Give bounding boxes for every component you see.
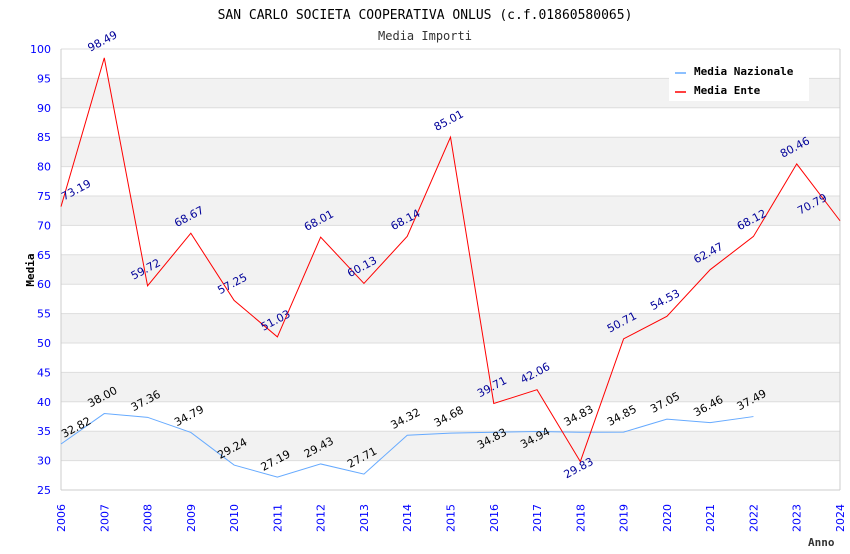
series-line-nazionale xyxy=(60,413,754,478)
legend: Media Nazionale Media Ente xyxy=(669,60,809,101)
y-tick-label: 65 xyxy=(37,249,51,262)
y-tick-label: 55 xyxy=(37,308,51,321)
x-tick-label: 2015 xyxy=(445,504,458,532)
data-label: 34.68 xyxy=(432,403,466,429)
legend-label-ente: Media Ente xyxy=(694,84,761,97)
grid-band xyxy=(61,431,840,461)
data-label: 34.83 xyxy=(562,403,596,429)
y-tick-label: 90 xyxy=(37,102,51,115)
y-tick-label: 35 xyxy=(37,425,51,438)
x-tick-label: 2017 xyxy=(531,504,544,532)
y-tick-label: 25 xyxy=(37,484,51,497)
grid-band xyxy=(61,372,840,402)
x-tick-label: 2008 xyxy=(142,504,155,532)
y-tick-label: 95 xyxy=(37,72,51,85)
x-tick-label: 2011 xyxy=(271,504,284,532)
legend-label-nazionale: Media Nazionale xyxy=(694,65,794,78)
y-tick-label: 60 xyxy=(37,278,51,291)
x-tick-label: 2018 xyxy=(574,504,587,532)
x-axis-label: Anno xyxy=(808,536,835,549)
x-tick-label: 2022 xyxy=(747,504,760,532)
x-tick-label: 2012 xyxy=(315,504,328,532)
x-tick-label: 2020 xyxy=(661,504,674,532)
chart-title: SAN CARLO SOCIETA COOPERATIVA ONLUS (c.f… xyxy=(218,8,633,23)
y-axis-label: Media xyxy=(24,253,37,286)
x-tick-label: 2021 xyxy=(704,504,717,532)
x-tick-label: 2009 xyxy=(185,504,198,532)
y-tick-label: 80 xyxy=(37,161,51,174)
y-tick-label: 75 xyxy=(37,190,51,203)
x-tick-label: 2010 xyxy=(228,504,241,532)
x-tick-label: 2016 xyxy=(488,504,501,532)
grid-band xyxy=(61,196,840,226)
x-tick-label: 2014 xyxy=(401,504,414,532)
y-tick-label: 30 xyxy=(37,455,51,468)
y-tick-label: 70 xyxy=(37,219,51,232)
data-label: 85.01 xyxy=(432,108,466,134)
y-tick-label: 100 xyxy=(30,43,51,56)
x-tick-label: 2006 xyxy=(55,504,68,532)
chart-subtitle: Media Importi xyxy=(378,29,472,43)
grid-band xyxy=(61,313,840,343)
data-label: 34.85 xyxy=(605,402,639,428)
y-tick-label: 45 xyxy=(37,366,51,379)
grid-band xyxy=(61,137,840,167)
y-tick-label: 85 xyxy=(37,131,51,144)
x-tick-label: 2019 xyxy=(618,504,631,532)
x-tick-label: 2007 xyxy=(98,504,111,532)
x-tick-label: 2024 xyxy=(834,504,847,532)
y-tick-label: 40 xyxy=(37,396,51,409)
y-tick-label: 50 xyxy=(37,337,51,350)
x-tick-label: 2023 xyxy=(791,504,804,532)
data-label: 34.32 xyxy=(389,406,423,432)
data-label: 54.53 xyxy=(648,287,682,313)
data-label: 34.79 xyxy=(172,403,206,429)
series-line-ente xyxy=(60,57,841,463)
x-tick-label: 2013 xyxy=(358,504,371,532)
data-label: 98.49 xyxy=(86,28,120,54)
